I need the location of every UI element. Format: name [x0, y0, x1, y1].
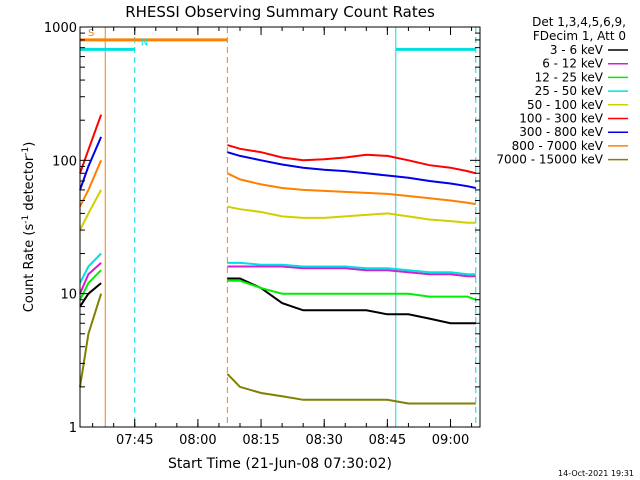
- series-line-2-seg-1: [227, 279, 477, 301]
- legend-label-6: 300 - 800 keV: [519, 125, 603, 139]
- series-line-0-seg-1: [227, 277, 476, 325]
- flag-label-n: N: [141, 37, 148, 48]
- series-line-3-seg-0: [79, 252, 102, 284]
- flag-label-s: S: [88, 28, 94, 39]
- legend-label-5: 100 - 300 keV: [519, 112, 603, 126]
- legend-label-4: 50 - 100 keV: [527, 98, 604, 112]
- series-line-4-seg-1: [227, 205, 476, 224]
- series-line-5-seg-1: [227, 144, 477, 175]
- chart-title: RHESSI Observing Summary Count Rates: [125, 3, 435, 21]
- legend-label-3: 25 - 50 keV: [535, 84, 604, 98]
- series-line-7-seg-1: [226, 172, 476, 206]
- x-tick-label-2: 08:15: [242, 433, 279, 448]
- series-line-7-seg-0: [79, 159, 103, 208]
- series-line-5-seg-0: [79, 114, 103, 174]
- x-tick-label-4: 08:45: [369, 433, 406, 448]
- timestamp: 14-Oct-2021 19:31: [558, 469, 634, 478]
- series-line-8-seg-0: [79, 293, 103, 388]
- axis-layer: 07:45 08:00 08:15 08:30 08:45 09:00 1 10 100 1000: [44, 21, 480, 448]
- legend: Det 1,3,4,5,6,9,FDecim 1, Att 03 - 6 keV…: [496, 15, 628, 167]
- series-line-1-seg-1: [227, 265, 476, 278]
- series-line-6-seg-0: [79, 136, 103, 191]
- plot-layer: SN: [79, 27, 477, 427]
- legend-label-2: 12 - 25 keV: [535, 70, 604, 84]
- plot-frame: [79, 26, 481, 428]
- series-line-2-seg-0: [79, 269, 102, 301]
- series-line-3-seg-1: [227, 261, 476, 276]
- legend-label-8: 7000 - 15000 keV: [496, 153, 603, 167]
- x-tick-label-5: 09:00: [432, 433, 469, 448]
- y-tick-label-2: 100: [52, 154, 77, 169]
- y-axis-label: Count Rate (s-1 detector-1): [21, 142, 37, 313]
- legend-header-1: FDecim 1, Att 0: [533, 29, 626, 43]
- x-axis-label: Start Time (21-Jun-08 07:30:02): [168, 456, 392, 472]
- legend-header-0: Det 1,3,4,5,6,9,: [532, 15, 626, 29]
- series-line-8-seg-1: [226, 373, 476, 405]
- legend-label-0: 3 - 6 keV: [550, 43, 604, 57]
- series-line-4-seg-0: [79, 189, 102, 231]
- legend-label-7: 800 - 7000 keV: [512, 139, 604, 153]
- legend-label-1: 6 - 12 keV: [542, 57, 604, 71]
- x-tick-label-1: 08:00: [179, 433, 216, 448]
- y-tick-label-0: 1: [69, 421, 77, 436]
- series-line-1-seg-0: [79, 262, 102, 295]
- x-tick-label-3: 08:30: [305, 433, 342, 448]
- y-tick-label-1: 10: [60, 288, 77, 303]
- series-line-6-seg-1: [227, 151, 477, 189]
- x-tick-label-0: 07:45: [116, 433, 153, 448]
- y-tick-label-3: 1000: [44, 21, 77, 36]
